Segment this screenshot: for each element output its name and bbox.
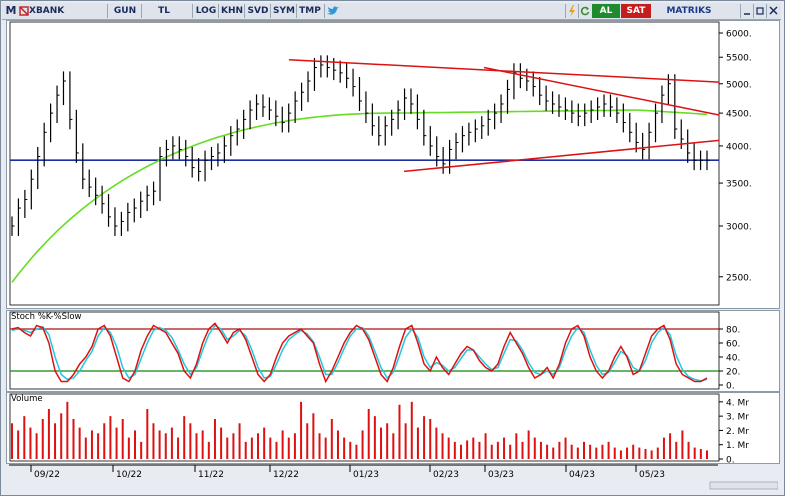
price-axis-label: 4500. xyxy=(726,110,752,120)
window-restore-icon[interactable] xyxy=(753,4,766,18)
window-minimize-icon[interactable] xyxy=(740,4,753,18)
twitter-bird-icon[interactable] xyxy=(324,4,341,18)
symbol-field[interactable]: XBANK xyxy=(29,6,65,16)
log-button[interactable]: LOG xyxy=(192,4,219,18)
refresh-icon[interactable] xyxy=(578,4,591,18)
stochastic-axis-label: 60. xyxy=(726,340,740,350)
date-axis-label: 04/23 xyxy=(569,470,595,480)
stochastic-axis-label: 80. xyxy=(726,326,740,336)
buy-button[interactable]: AL xyxy=(592,4,620,18)
svd-button[interactable]: SVD xyxy=(244,4,271,18)
price-chart: 6000. 5500. 5000. 4500. 4000. 3500. 3000. 2500. xyxy=(9,21,752,306)
volume-axis-label: 2. Mr xyxy=(726,427,749,437)
trend-line xyxy=(483,66,720,116)
date-axis-label: 05/23 xyxy=(639,470,665,480)
price-axis-label: 4000. xyxy=(726,142,752,152)
date-axis: 09/22 10/22 11/22 12/22 01/23 02/23 03/23 04/23… xyxy=(6,464,778,490)
volume-title: Volume xyxy=(11,394,43,404)
price-axis-label: 5000. xyxy=(726,80,752,90)
period-button[interactable]: GUN xyxy=(107,4,142,18)
date-axis-label: 11/22 xyxy=(198,470,224,480)
stochastic-d-line xyxy=(11,324,708,382)
khn-button[interactable]: KHN xyxy=(218,4,245,18)
volume-panel[interactable]: 4. Mr 3. Mr 2. Mr 1. Mr 0. Volume xyxy=(6,392,780,464)
date-axis-label: 03/23 xyxy=(488,470,514,480)
sell-button[interactable]: SAT xyxy=(621,4,651,18)
currency-button[interactable]: TL xyxy=(141,4,186,18)
date-axis-label: 12/22 xyxy=(273,470,299,480)
price-axis-label: 6000. xyxy=(726,30,752,40)
stochastic-panel[interactable]: 80. 60. 40. 20. 0. Stoch %K-%Slow xyxy=(6,310,780,392)
price-axis-label: 5500. xyxy=(726,54,752,64)
stochastic-axis-label: 0. xyxy=(726,382,735,392)
price-axis-label: 3500. xyxy=(726,180,752,190)
stochastic-axis-label: 20. xyxy=(726,368,740,378)
menu-box-icon[interactable] xyxy=(19,4,29,18)
stochastic-axis-label: 40. xyxy=(726,354,740,364)
stochastic-chart: 80. 60. 40. 20. 0. xyxy=(9,311,740,392)
horizontal-scrollbar xyxy=(709,481,778,490)
date-axis-label: 10/22 xyxy=(116,470,142,480)
volume-chart: 4. Mr 3. Mr 2. Mr 1. Mr 0. xyxy=(9,393,749,464)
trend-line xyxy=(403,139,720,173)
volume-axis-label: 0. xyxy=(726,456,735,464)
toolbar: M XBANK GUN TL LOG KHN SVD SYM TMP AL SA… xyxy=(2,3,781,20)
tmp-button[interactable]: TMP xyxy=(296,4,323,18)
date-axis-label: 09/22 xyxy=(34,470,60,480)
price-panel[interactable]: 6000. 5500. 5000. 4500. 4000. 3500. 3000. 2500. xyxy=(6,20,780,309)
app-logo: M xyxy=(5,4,17,17)
volume-axis-label: 1. Mr xyxy=(726,441,749,451)
volume-axis-label: 3. Mr xyxy=(726,413,749,423)
date-axis-label: 02/23 xyxy=(433,470,459,480)
price-axis-label: 2500. xyxy=(726,273,752,283)
stochastic-k-line xyxy=(11,322,708,384)
date-axis-label: 01/23 xyxy=(353,470,379,480)
stochastic-plot-area xyxy=(9,311,720,390)
window-close-icon[interactable] xyxy=(766,4,780,18)
brand-label: MATRIKS xyxy=(666,6,712,16)
price-plot-area xyxy=(9,21,720,306)
price-axis-label: 3000. xyxy=(726,223,752,233)
lightning-icon[interactable] xyxy=(565,4,578,18)
volume-axis-label: 4. Mr xyxy=(726,398,749,408)
sym-button[interactable]: SYM xyxy=(270,4,297,18)
date-axis-ticks: 09/22 10/22 11/22 12/22 01/23 02/23 03/23 04/23… xyxy=(9,464,778,490)
stochastic-title: Stoch %K-%Slow xyxy=(11,312,82,322)
